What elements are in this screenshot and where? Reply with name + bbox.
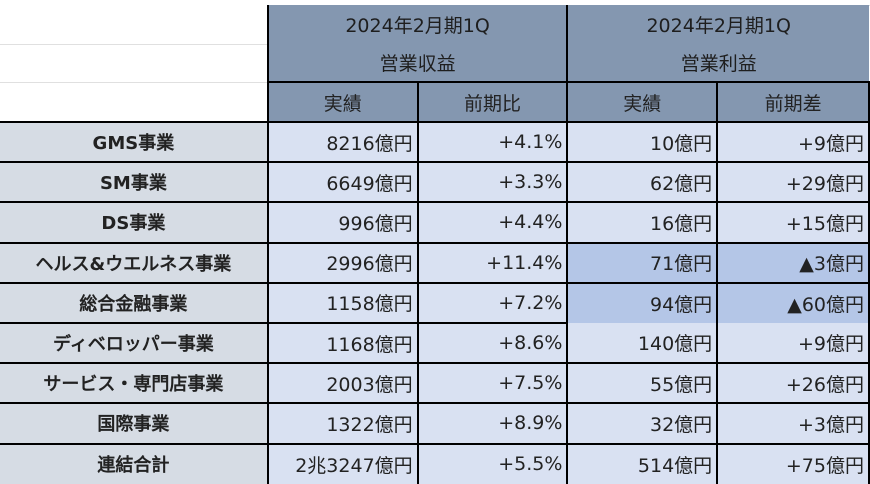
revenue-cell[interactable]: 2996億円 xyxy=(267,241,419,283)
revenue-yoy-cell[interactable]: +7.5% xyxy=(417,362,569,404)
revenue-cell[interactable]: 2003億円 xyxy=(267,362,419,404)
profit-diff-cell[interactable]: +26億円 xyxy=(717,362,870,404)
revenue-yoy-cell[interactable]: +8.9% xyxy=(417,402,569,444)
revenue-cell[interactable]: 996億円 xyxy=(267,201,419,243)
profit-diff-cell[interactable]: +9億円 xyxy=(717,322,870,364)
profit-cell[interactable]: 62億円 xyxy=(567,161,719,203)
segment-label[interactable]: サービス・専門店事業 xyxy=(0,362,269,404)
revenue-cell[interactable]: 6649億円 xyxy=(267,161,419,203)
profit-cell[interactable]: 10億円 xyxy=(567,120,719,163)
corner-cell[interactable] xyxy=(0,82,269,123)
profit-metric-header: 営業利益 xyxy=(566,44,869,82)
revenue-cell[interactable]: 1322億円 xyxy=(267,402,419,444)
revenue-yoy-cell[interactable]: +8.6% xyxy=(417,321,569,364)
column-header-profit: 実績 xyxy=(566,81,719,122)
table-row: 総合金融事業 1158億円 +7.2% 94億円 ▲60億円 xyxy=(0,281,870,323)
segment-label[interactable]: ヘルス&ウエルネス事業 xyxy=(0,241,269,283)
table-row: ヘルス&ウエルネス事業 2996億円 +11.4% 71億円 ▲3億円 xyxy=(0,241,870,283)
segment-label[interactable]: GMS事業 xyxy=(0,120,269,163)
segment-label[interactable]: 総合金融事業 xyxy=(0,281,269,323)
revenue-cell[interactable]: 1158億円 xyxy=(267,281,419,323)
revenue-cell[interactable]: 1168億円 xyxy=(267,321,419,364)
segment-label[interactable]: 国際事業 xyxy=(0,402,269,444)
table-row: ディベロッパー事業 1168億円 +8.6% 140億円 +9億円 xyxy=(0,321,870,364)
column-header-revenue: 実績 xyxy=(266,81,419,122)
profit-cell[interactable]: 32億円 xyxy=(567,402,719,444)
profit-diff-cell[interactable]: +75億円 xyxy=(717,442,870,484)
revenue-cell[interactable]: 2兆3247億円 xyxy=(267,442,419,484)
revenue-yoy-cell[interactable]: +4.4% xyxy=(417,201,569,243)
profit-period-header: 2024年2月期1Q xyxy=(566,5,869,44)
table-row: DS事業 996億円 +4.4% 16億円 +15億円 xyxy=(0,201,870,243)
profit-diff-cell[interactable]: +9億円 xyxy=(717,120,870,163)
profit-diff-cell[interactable]: ▲3億円 xyxy=(717,241,870,283)
segment-label[interactable]: DS事業 xyxy=(0,201,269,243)
column-header-revenue-yoy: 前期比 xyxy=(416,81,569,122)
revenue-yoy-cell[interactable]: +5.5% xyxy=(417,442,569,484)
profit-cell[interactable]: 514億円 xyxy=(567,442,719,484)
segment-label[interactable]: ディベロッパー事業 xyxy=(0,321,269,364)
segment-label[interactable]: 連結合計 xyxy=(0,442,269,484)
profit-diff-cell[interactable]: ▲60億円 xyxy=(717,281,870,323)
profit-cell[interactable]: 16億円 xyxy=(567,201,719,243)
table-row: GMS事業 8216億円 +4.1% 10億円 +9億円 xyxy=(0,120,870,163)
segment-results-table: 2024年2月期1Q 2024年2月期1Q 営業収益 営業利益 実績 前期比 実… xyxy=(0,5,870,484)
segment-label[interactable]: SM事業 xyxy=(0,161,269,203)
corner-cell[interactable] xyxy=(0,5,269,45)
profit-diff-cell[interactable]: +3億円 xyxy=(717,402,870,444)
column-header-profit-diff: 前期差 xyxy=(716,81,870,122)
table-row: 連結合計 2兆3247億円 +5.5% 514億円 +75億円 xyxy=(0,442,870,484)
table-row: 国際事業 1322億円 +8.9% 32億円 +3億円 xyxy=(0,402,870,444)
profit-cell[interactable]: 94億円 xyxy=(567,281,719,323)
profit-diff-cell[interactable]: +29億円 xyxy=(717,161,870,203)
revenue-metric-header: 営業収益 xyxy=(267,44,568,82)
profit-diff-cell[interactable]: +15億円 xyxy=(717,201,870,243)
revenue-period-header: 2024年2月期1Q xyxy=(267,5,568,44)
revenue-yoy-cell[interactable]: +4.1% xyxy=(417,120,569,163)
profit-cell[interactable]: 71億円 xyxy=(567,241,719,283)
revenue-yoy-cell[interactable]: +7.2% xyxy=(417,281,569,323)
revenue-cell[interactable]: 8216億円 xyxy=(267,120,419,163)
profit-cell[interactable]: 55億円 xyxy=(567,362,719,404)
table-row: SM事業 6649億円 +3.3% 62億円 +29億円 xyxy=(0,161,870,203)
profit-cell[interactable]: 140億円 xyxy=(567,322,719,364)
table-row: サービス・専門店事業 2003億円 +7.5% 55億円 +26億円 xyxy=(0,362,870,404)
revenue-yoy-cell[interactable]: +11.4% xyxy=(417,241,569,283)
revenue-yoy-cell[interactable]: +3.3% xyxy=(417,161,569,203)
corner-cell[interactable] xyxy=(0,44,269,83)
